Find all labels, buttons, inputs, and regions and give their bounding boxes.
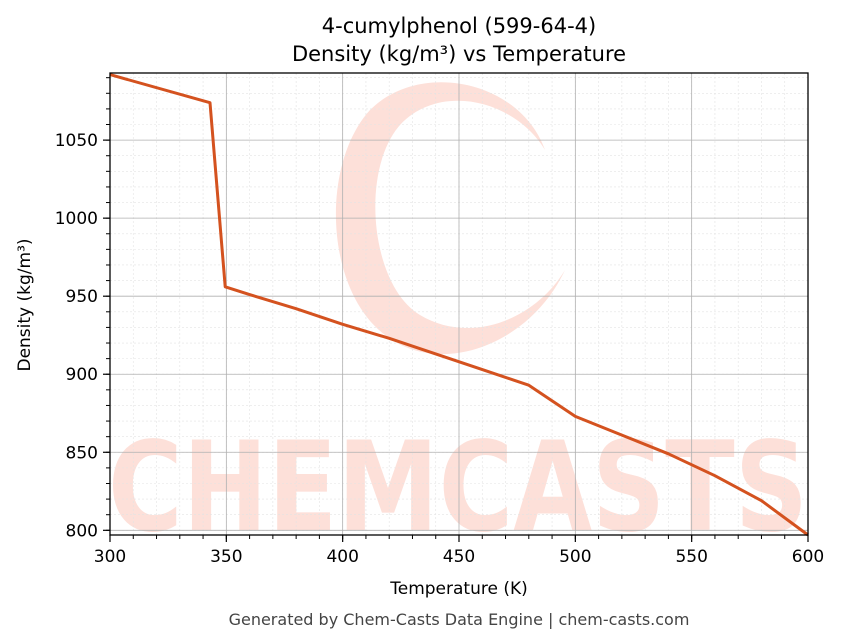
chart-title-line2: Density (kg/m³) vs Temperature	[292, 42, 626, 66]
x-axis-ticks	[109, 535, 809, 542]
y-tick-label: 1050	[55, 131, 98, 151]
y-tick-label: 1000	[55, 209, 98, 229]
watermark-c-logo	[335, 82, 565, 355]
x-tick-label: 400	[326, 547, 358, 567]
y-tick-label: 800	[66, 521, 98, 541]
x-tick-label: 450	[443, 547, 475, 567]
y-axis-tick-labels: 800 850 900 950 1000 1050	[55, 131, 98, 541]
density-line	[109, 73, 809, 537]
x-tick-label: 300	[94, 547, 126, 567]
y-tick-label: 900	[66, 365, 98, 385]
footer-credit: Generated by Chem-Casts Data Engine | ch…	[229, 610, 690, 629]
x-tick-label: 600	[792, 547, 824, 567]
y-axis-ticks	[103, 77, 110, 531]
x-tick-label: 350	[210, 547, 242, 567]
watermark-text: CHEMCASTS	[108, 416, 808, 560]
y-tick-label: 950	[66, 287, 98, 307]
y-axis-label: Density (kg/m³)	[15, 238, 35, 371]
y-tick-label: 850	[66, 443, 98, 463]
x-tick-label: 550	[675, 547, 707, 567]
x-axis-label: Temperature (K)	[389, 579, 528, 599]
x-tick-label: 500	[559, 547, 591, 567]
x-axis-tick-labels: 300 350 400 450 500 550 600	[94, 547, 824, 567]
chart-title-line1: 4-cumylphenol (599-64-4)	[322, 14, 596, 38]
